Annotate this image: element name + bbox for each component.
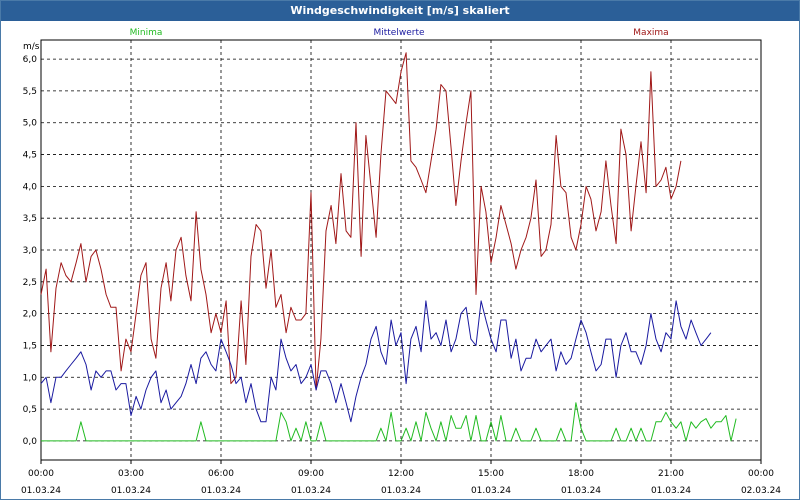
y-tick-label: 3,0 xyxy=(23,246,38,256)
series-lines xyxy=(40,52,737,442)
y-tick-label: 5,0 xyxy=(23,119,38,129)
series-line-maxima xyxy=(40,52,682,391)
series-line-minima xyxy=(41,402,737,442)
x-tick-time: 09:00 xyxy=(298,469,324,479)
y-tick-label: 1,0 xyxy=(23,373,38,383)
window-title: Windgeschwindigkeit [m/s] skaliert xyxy=(1,1,799,21)
x-tick-labels: 00:00 01.03.24 03:00 01.03.24 06:00 01.03.24 0… xyxy=(21,469,781,496)
x-tick-time: 03:00 xyxy=(118,469,144,479)
x-tick-time: 21:00 xyxy=(658,469,684,479)
x-tick-date: 02.03.24 xyxy=(741,486,781,496)
x-tick-date: 01.03.24 xyxy=(651,486,691,496)
y-tick-label: 2,5 xyxy=(23,278,37,288)
y-tick-label: 4,0 xyxy=(23,182,38,192)
y-tick-labels: 0,0 0,5 1,0 1,5 2,0 2,5 3,0 3,5 4,0 4,5 5,0 5,5 6,0 xyxy=(23,55,38,447)
x-tick-date: 01.03.24 xyxy=(381,486,421,496)
x-tick-date: 01.03.24 xyxy=(561,486,601,496)
series-line-mittelwerte xyxy=(40,300,712,423)
y-tick-label: 0,5 xyxy=(23,405,37,415)
x-tick-date: 01.03.24 xyxy=(111,486,151,496)
y-tick-label: 5,5 xyxy=(23,87,37,97)
x-tick-date: 01.03.24 xyxy=(21,486,61,496)
x-tick-date: 01.03.24 xyxy=(471,486,511,496)
x-tick-time: 06:00 xyxy=(208,469,234,479)
grid-lines xyxy=(40,40,762,464)
y-tick-label: 1,5 xyxy=(23,341,37,351)
y-tick-label: 4,5 xyxy=(23,151,37,161)
y-tick-label: 6,0 xyxy=(23,55,38,65)
x-tick-time: 15:00 xyxy=(478,469,504,479)
x-tick-time: 00:00 xyxy=(748,469,774,479)
legend-minima: Minima xyxy=(130,28,163,38)
legend-mittelwerte: Mittelwerte xyxy=(373,28,424,38)
x-tick-time: 00:00 xyxy=(28,469,54,479)
y-tick-label: 3,5 xyxy=(23,214,37,224)
x-tick-time: 18:00 xyxy=(568,469,594,479)
y-axis-unit: m/s xyxy=(23,42,40,52)
y-tick-label: 2,0 xyxy=(23,310,38,320)
x-tick-date: 01.03.24 xyxy=(201,486,241,496)
y-tick-label: 0,0 xyxy=(23,437,38,447)
x-tick-time: 12:00 xyxy=(388,469,414,479)
x-tick-date: 01.03.24 xyxy=(291,486,331,496)
legend-maxima: Maxima xyxy=(633,28,668,38)
